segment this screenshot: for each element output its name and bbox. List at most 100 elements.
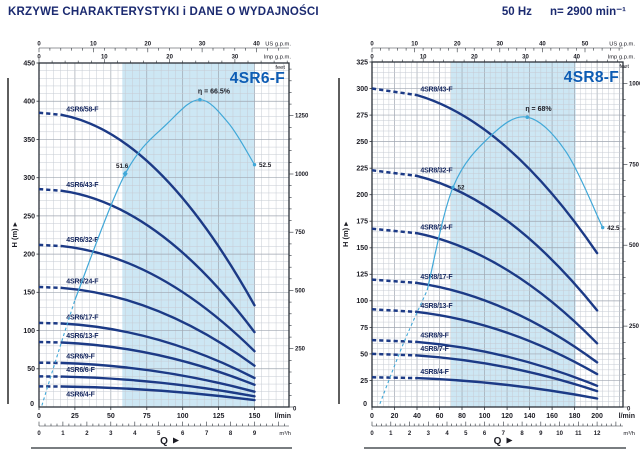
axis-tick-label: 0 (370, 55, 374, 61)
efficiency-peak-marker (525, 115, 530, 119)
axis-tick-label: 1000 (295, 172, 309, 178)
axis-tick-label: 20 (454, 42, 461, 48)
axis-tick-label: 325 (356, 59, 368, 66)
axis-tick-label: 10 (420, 55, 427, 61)
axis-imp-gpm: 0 10 20 30 40 Imp g.p.m. (370, 55, 636, 62)
panel-title: 4SR8-F (564, 69, 619, 86)
axis-tick-label: 2 (408, 431, 412, 437)
pump-curve-4SR8/7-F (415, 354, 599, 393)
pump-curve-label: 4SR8/43-F (420, 87, 453, 94)
axis-tick-label: 80 (458, 413, 466, 420)
pump-curve-label: 4SR8/17-F (420, 274, 453, 281)
axis-tick-label: 750 (295, 230, 306, 236)
y-axis-title: H (m) ▸ (341, 221, 350, 247)
axis-tick-label: 40 (573, 55, 580, 61)
pump-curve-4SR6/58-F (60, 113, 256, 307)
axis-tick-label: 50 (360, 351, 368, 358)
pump-curve-label: 4SR6/6-F (66, 367, 95, 374)
axis-tick-label: 180 (569, 413, 581, 420)
axis-unit-label: Imp g.p.m. (608, 55, 636, 61)
plot-border (38, 62, 290, 408)
chart-title: 4SR6-F (230, 70, 285, 87)
axis-tick-label: 125 (213, 413, 225, 420)
pump-curve-label: 4SR6/43-F (66, 182, 99, 189)
axis-tick-label: 100 (23, 328, 35, 335)
axis-tick-label: 7 (205, 431, 209, 437)
axis-tick-label: 20 (391, 413, 399, 420)
efficiency-marker-label: 52.5 (259, 162, 272, 169)
pump-curve-4SR6/13-F (60, 341, 256, 386)
pump-curve-label: 4SR6/32-F (66, 237, 99, 244)
pump-curve-4SR6/17-F (60, 322, 256, 380)
axis-tick-label: 150 (356, 245, 368, 252)
axis-tick-label: 100 (479, 413, 491, 420)
axis-tick-label: 0 (363, 401, 367, 408)
axis-tick-label: 6 (181, 431, 185, 437)
axis-unit-label: feet (619, 64, 629, 70)
pump-curve-label: 4SR8/32-F (420, 167, 453, 174)
axis-tick-label: 250 (23, 213, 35, 220)
pump-curve-dashed-4SR8/32-F (371, 169, 418, 178)
axis-tick-label: 200 (591, 413, 603, 420)
rotation-speed-value: n= 2900 min⁻¹ (549, 6, 626, 18)
axis-tick-label: 0 (37, 413, 41, 420)
efficiency-curve: η = 68% 52 42.5 (379, 106, 620, 404)
axis-unit-label: feet (275, 65, 285, 71)
pump-curve-label: 4SR6/4-F (66, 392, 95, 399)
axis-tick-label: 75 (360, 325, 368, 332)
axis-tick-label: 30 (232, 55, 239, 61)
axis-tick-label: 100 (177, 413, 189, 420)
pump-curve-4SR8/17-F (415, 281, 599, 364)
pump-curve-4SR8/43-F (415, 93, 599, 255)
axis-tick-label: 125 (356, 272, 368, 279)
axis-tick-label: 175 (356, 219, 368, 226)
pump-curve-dashed-4SR8/4-F (371, 376, 418, 380)
axis-tick-label: 300 (23, 175, 35, 182)
efficiency-marker-label: 51.6 (116, 163, 129, 170)
axis-tick-label: 20 (471, 55, 478, 61)
efficiency-peak-label: η = 68% (525, 106, 552, 113)
operating-conditions: 50 Hz n= 2900 min⁻¹ (502, 4, 640, 18)
axis-tick-label: 20 (144, 42, 151, 48)
axis-m3h: 0 1 2 3 4 5 6 7 8 9 m³/h (37, 421, 291, 437)
axis-tick-label: 6 (483, 431, 487, 437)
axis-tick-label: 500 (295, 288, 306, 294)
axis-unit-label: m³/h (279, 431, 291, 437)
axis-tick-label: 10 (90, 42, 97, 48)
axis-tick-label: 0 (293, 407, 297, 413)
axis-tick-label: 30 (199, 42, 206, 48)
axis-tick-label: 12 (594, 431, 601, 437)
efficiency-peak-marker (198, 97, 202, 102)
axis-tick-label: 30 (522, 55, 529, 61)
efficiency-curve-solid (426, 116, 604, 291)
pump-curve-label: 4SR6/9-F (66, 354, 95, 361)
efficiency-curve: η = 66.5% 51.6 52.5 (41, 89, 272, 406)
efficiency-curve-dashed (41, 299, 76, 406)
axis-l-min: 0 25 50 75 100 125 150 l/min (37, 407, 291, 420)
pump-curve-dashed-4SR6/32-F (38, 243, 63, 248)
axis-tick-label: 1250 (295, 114, 309, 120)
axis-m3h: 0 1 2 3 4 5 6 7 8 9 10 11 12 m³/h (370, 421, 635, 437)
axis-tick-label: 40 (413, 413, 421, 420)
y-axis-title: H (m) ▸ (10, 221, 19, 247)
axis-tick-label: 10 (411, 42, 418, 48)
pump-curve-4SR8/4-F (415, 376, 599, 400)
x-axis-title: Q (160, 436, 179, 447)
axis-tick-label: 0 (30, 401, 34, 408)
axis-unit-label: US g.p.m. (609, 42, 635, 48)
axis-tick-label: 200 (23, 252, 35, 259)
axis-unit-label: l/min (619, 413, 635, 420)
axis-tick-label: 500 (629, 243, 640, 249)
axis-tick-label: 30 (496, 42, 503, 48)
axis-tick-label: 3 (427, 431, 431, 437)
pump-curve-dashed-4SR6/17-F (38, 321, 63, 325)
axis-tick-label: 25 (71, 413, 79, 420)
page-title: KRZYWE CHARAKTERYSTYKI i DANE O WYDAJNOŚ… (8, 6, 319, 18)
pump-curve-dashed-4SR8/9-F (371, 338, 418, 344)
pump-curve-label: 4SR8/7-F (420, 346, 449, 353)
axis-tick-label: 400 (23, 99, 35, 106)
charts-container: 0 10 20 30 40 US g.p.m. 0 10 20 30 Imp g.p.m. 250 50… (0, 34, 640, 454)
axis-unit-label: US g.p.m. (265, 42, 291, 48)
pump-curve-dashed-4SR8/24-F (371, 227, 418, 235)
axis-unit-label: l/min (275, 413, 291, 420)
